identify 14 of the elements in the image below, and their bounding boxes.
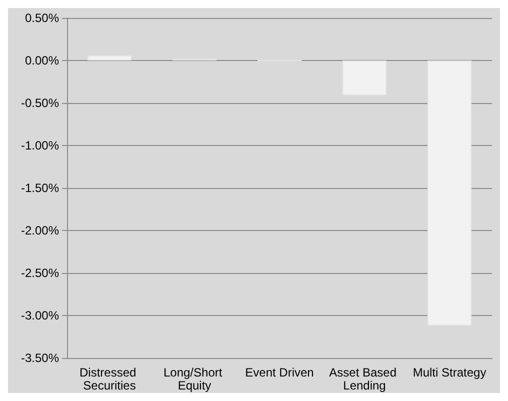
y-tick-label: -0.50% (20, 96, 60, 110)
y-tick-label: -3.00% (20, 308, 60, 322)
y-tick-label: -1.50% (20, 181, 60, 195)
y-tick-label: -2.00% (20, 224, 60, 238)
x-tick-label: Multi Strategy (412, 366, 486, 380)
y-tick-label: 0.50% (24, 11, 60, 25)
x-tick-label: Event Driven (245, 366, 314, 380)
x-tick-label: Asset Based Lending (329, 366, 400, 392)
y-tick-label: -2.50% (20, 266, 60, 280)
y-tick-label: -1.00% (20, 138, 60, 152)
x-tick-label: Distressed Securities (79, 366, 140, 392)
x-tick-label: Long/Short Equity (163, 366, 226, 392)
y-tick-label: -3.50% (20, 351, 60, 365)
y-tick-label: 0.00% (24, 54, 60, 68)
